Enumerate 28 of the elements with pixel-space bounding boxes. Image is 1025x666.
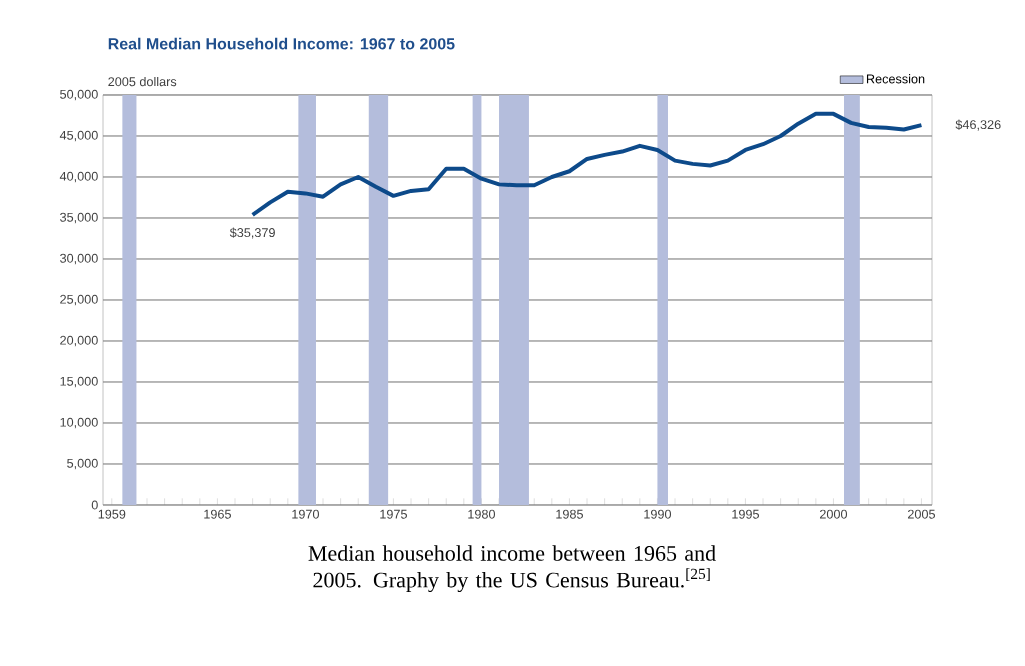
x-tick-label: 1995 bbox=[732, 509, 759, 519]
text: Median household income between 1965 and 2005. Graphy by the US Census Bureau.$^{[25]}$ bbox=[308, 545, 716, 593]
x-tick-label: 1970 bbox=[292, 509, 319, 519]
y-tick-label: 0 bbox=[91, 500, 98, 510]
x-tick-label: 1959 bbox=[98, 509, 126, 519]
annotation: $35,379 bbox=[229, 227, 275, 239]
y-tick-label: 15,000 bbox=[60, 376, 98, 388]
x-tick-label: 1980 bbox=[468, 509, 496, 519]
y-tick-label: 50,000 bbox=[60, 89, 98, 101]
x-tick-label: 2000 bbox=[819, 509, 848, 519]
legend-label: Recession bbox=[866, 74, 925, 84]
x-tick-label: 1985 bbox=[556, 509, 583, 519]
x-tick-label: 1990 bbox=[644, 509, 672, 519]
y-tick-label: 40,000 bbox=[59, 171, 98, 183]
y-tick-label: 35,000 bbox=[60, 212, 98, 224]
y-axis-title: 2005 dollars bbox=[108, 76, 177, 87]
y-tick-label: 20,000 bbox=[60, 335, 98, 347]
y-tick-label: 25,000 bbox=[60, 294, 98, 306]
line-series bbox=[250, 111, 924, 217]
y-tick-label: 30,000 bbox=[60, 253, 98, 265]
x-tick-label: 2005 bbox=[907, 509, 936, 519]
y-tick-label: 45,000 bbox=[59, 130, 98, 142]
x-tick-label: 1975 bbox=[380, 509, 407, 519]
y-tick-label: 5,000 bbox=[67, 458, 98, 470]
annotation: $46,326 bbox=[955, 119, 1001, 131]
x-tick-label: 1965 bbox=[204, 509, 231, 519]
chart-title: Real Median Household Income: 1967 to 2005 bbox=[108, 37, 455, 50]
y-tick-label: 10,000 bbox=[60, 417, 98, 429]
